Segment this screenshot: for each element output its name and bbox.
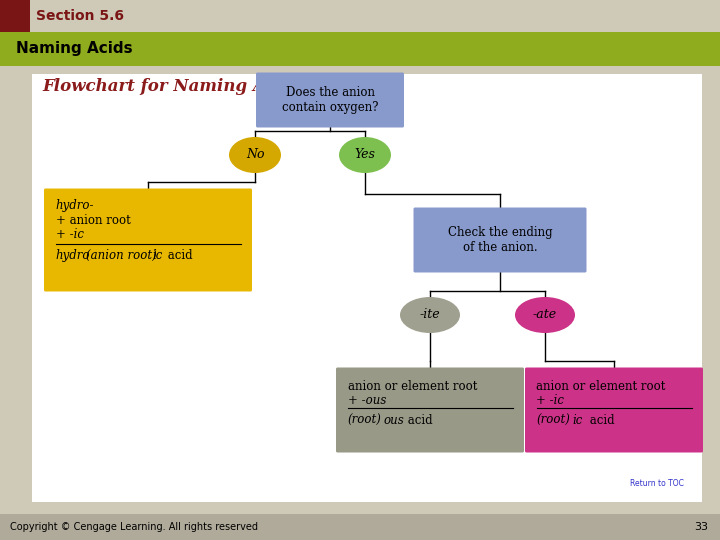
Text: + -ic: + -ic bbox=[55, 227, 84, 240]
Text: Does the anion
contain oxygen?: Does the anion contain oxygen? bbox=[282, 86, 378, 114]
Text: + anion root: + anion root bbox=[55, 213, 130, 226]
Text: acid: acid bbox=[585, 414, 614, 427]
Text: ic: ic bbox=[572, 414, 583, 427]
Text: acid: acid bbox=[405, 414, 433, 427]
FancyBboxPatch shape bbox=[525, 368, 703, 453]
FancyBboxPatch shape bbox=[256, 72, 404, 127]
Bar bbox=[0, 0, 720, 32]
Text: -ite: -ite bbox=[420, 308, 441, 321]
Text: anion or element root: anion or element root bbox=[536, 380, 666, 393]
FancyBboxPatch shape bbox=[413, 207, 587, 273]
Ellipse shape bbox=[229, 137, 281, 173]
Text: acid: acid bbox=[164, 249, 193, 262]
Text: (anion root): (anion root) bbox=[86, 249, 157, 262]
Text: Check the ending
of the anion.: Check the ending of the anion. bbox=[448, 226, 552, 254]
Text: hydro-: hydro- bbox=[55, 199, 94, 213]
FancyBboxPatch shape bbox=[44, 188, 252, 292]
Text: Return to TOC: Return to TOC bbox=[630, 480, 684, 489]
Text: ic: ic bbox=[153, 249, 163, 262]
Text: Naming Acids: Naming Acids bbox=[16, 42, 132, 57]
Text: anion or element root: anion or element root bbox=[348, 380, 477, 393]
Text: Flowchart for Naming Acids: Flowchart for Naming Acids bbox=[42, 78, 303, 95]
Text: (root): (root) bbox=[348, 414, 382, 427]
Text: Yes: Yes bbox=[354, 148, 375, 161]
Text: Copyright © Cengage Learning. All rights reserved: Copyright © Cengage Learning. All rights… bbox=[10, 522, 258, 532]
Bar bbox=[0, 32, 720, 66]
Text: No: No bbox=[246, 148, 264, 161]
Text: Section 5.6: Section 5.6 bbox=[36, 9, 124, 23]
Text: 33: 33 bbox=[694, 522, 708, 532]
FancyBboxPatch shape bbox=[336, 368, 524, 453]
Bar bbox=[32, 74, 702, 502]
Ellipse shape bbox=[515, 297, 575, 333]
Text: + -ic: + -ic bbox=[536, 394, 564, 407]
Text: ous: ous bbox=[384, 414, 404, 427]
Ellipse shape bbox=[400, 297, 460, 333]
Ellipse shape bbox=[339, 137, 391, 173]
Text: (root): (root) bbox=[536, 414, 570, 427]
Bar bbox=[0, 514, 720, 540]
Bar bbox=[0, 0, 30, 32]
Text: -ate: -ate bbox=[533, 308, 557, 321]
Text: hydro: hydro bbox=[55, 249, 90, 262]
Text: + -ous: + -ous bbox=[348, 394, 386, 407]
